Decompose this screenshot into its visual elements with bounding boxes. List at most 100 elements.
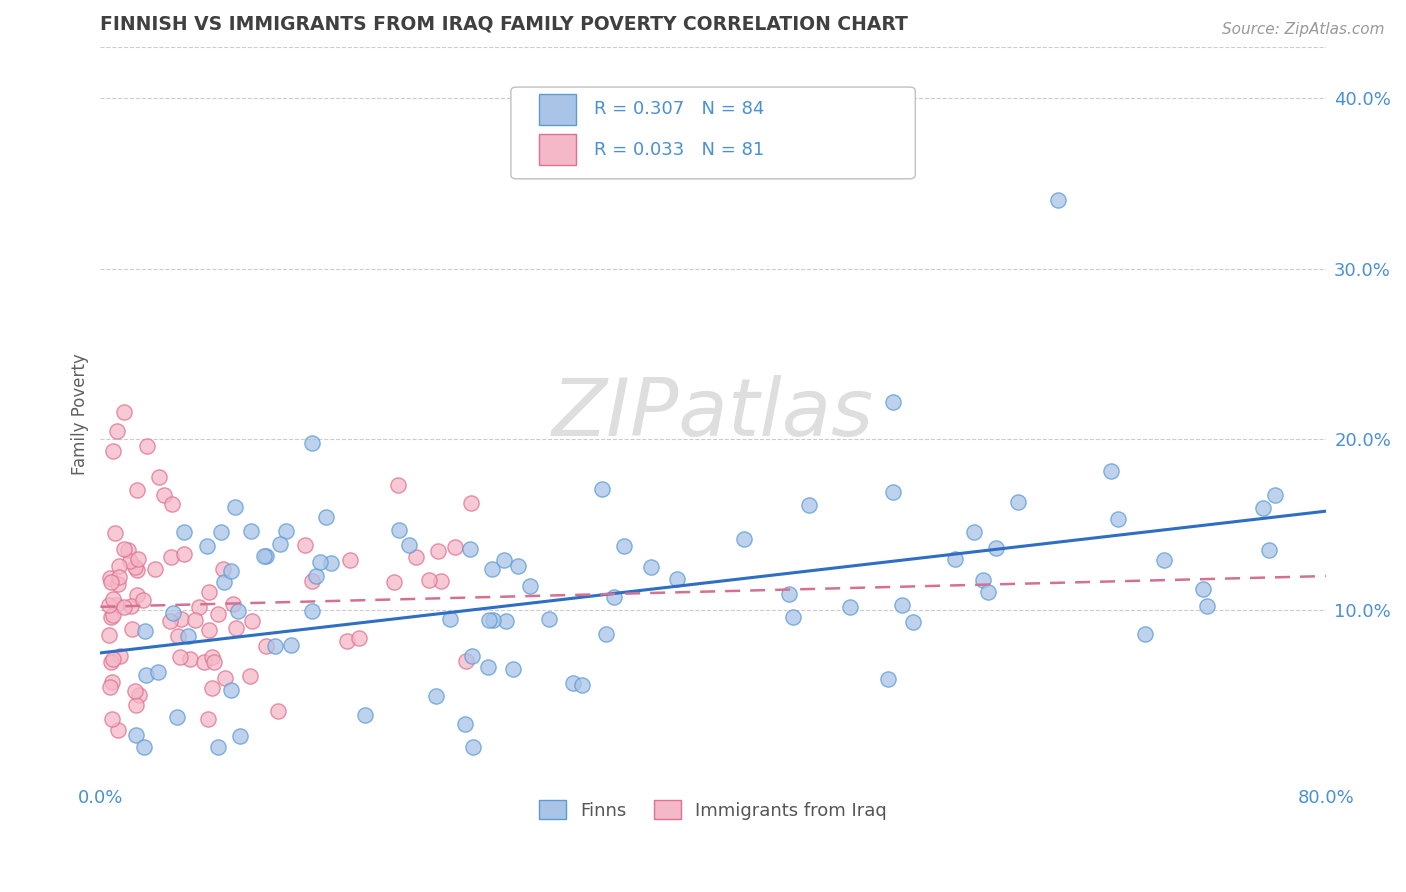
Point [1153,553,1175,567]
Point [112,599,135,614]
Point [127,587,149,601]
Point [253,549,276,563]
Point [1192,582,1215,597]
Point [107,577,129,591]
Point [143,561,166,575]
Point [595,626,617,640]
Point [198,585,221,599]
Point [98,598,121,612]
Point [173,524,195,539]
Point [100,655,122,669]
Point [112,542,135,557]
Point [211,562,233,576]
Point [104,598,127,612]
Point [146,665,169,679]
Point [398,538,420,552]
Point [349,632,371,646]
Point [315,509,337,524]
Point [482,613,505,627]
Point [101,675,124,690]
Point [201,681,224,695]
Point [478,613,501,627]
Point [382,574,405,589]
Point [197,712,219,726]
Point [1251,500,1274,515]
Legend: Finns, Immigrants from Iraq: Finns, Immigrants from Iraq [531,793,894,827]
Point [890,598,912,612]
Point [418,573,440,587]
Point [134,739,156,754]
Point [1099,465,1122,479]
Point [799,498,821,512]
Point [603,591,626,605]
Point [502,662,524,676]
FancyBboxPatch shape [538,134,576,165]
Point [264,639,287,653]
Point [226,604,249,618]
Point [148,470,170,484]
Point [882,485,904,500]
Point [1195,599,1218,613]
Point [179,651,201,665]
Point [640,560,662,574]
Point [124,698,146,712]
Point [839,600,862,615]
Point [280,638,302,652]
Point [135,439,157,453]
Point [153,487,176,501]
Point [101,591,124,606]
Point [128,688,150,702]
Point [882,395,904,409]
Point [571,678,593,692]
Point [430,574,453,588]
Text: ZIPatlas: ZIPatlas [553,375,875,453]
Point [131,592,153,607]
Point [219,564,242,578]
Point [984,541,1007,555]
Point [339,553,361,567]
Point [427,543,450,558]
Point [481,562,503,576]
Point [591,482,613,496]
Point [100,574,122,589]
Point [108,558,131,573]
Point [301,574,323,588]
Point [134,624,156,639]
Point [239,524,262,538]
Point [214,671,236,685]
Point [963,525,986,540]
Point [538,612,561,626]
Point [222,597,245,611]
Point [127,552,149,566]
Point [461,649,484,664]
Point [173,547,195,561]
Text: Source: ZipAtlas.com: Source: ZipAtlas.com [1222,22,1385,37]
Point [162,606,184,620]
Point [444,541,467,555]
Point [117,543,139,558]
Point [276,524,298,538]
Point [125,563,148,577]
Point [301,435,323,450]
Point [124,684,146,698]
Point [125,728,148,742]
Point [405,549,427,564]
Point [294,538,316,552]
Point [301,603,323,617]
Point [100,712,122,726]
Point [120,554,142,568]
Point [98,628,121,642]
Point [169,649,191,664]
Point [267,704,290,718]
Point [305,568,328,582]
Point [943,552,966,566]
Point [562,676,585,690]
Point [224,500,246,514]
Point [195,539,218,553]
Point [239,668,262,682]
Point [120,599,142,614]
Point [101,443,124,458]
Point [972,573,994,587]
Point [495,615,517,629]
Point [110,648,132,663]
